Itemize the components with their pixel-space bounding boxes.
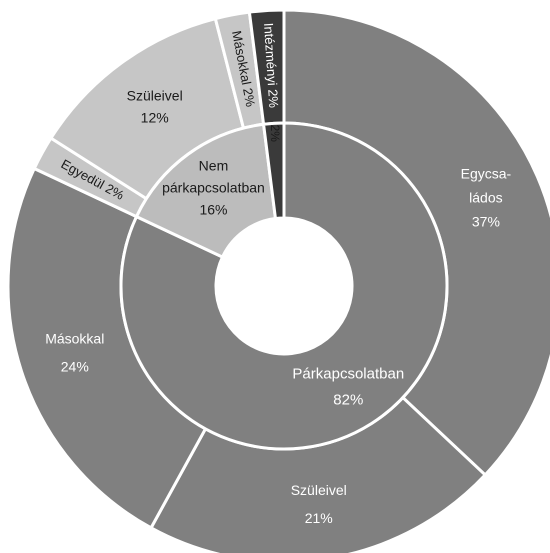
outer-szuleivel-label: Szüleivel bbox=[291, 482, 347, 498]
inner-slice-intezmenyi bbox=[262, 121, 286, 221]
outer-masokkal-label: Másokkal bbox=[45, 331, 104, 347]
outer-egycsa-lados-label: Egycsa- bbox=[461, 165, 512, 181]
outer-szuleivel-value: 12% bbox=[141, 110, 169, 126]
inner-nem-parkapcsolatban-label: Nem bbox=[199, 158, 229, 174]
outer-egycsa-lados-value: 37% bbox=[472, 213, 500, 229]
inner-nem-parkapcsolatban-label: párkapcsolatban bbox=[162, 180, 265, 196]
inner-parkapcsolatban-value: 82% bbox=[333, 391, 363, 408]
inner-nem-parkapcsolatban-value: 16% bbox=[199, 202, 227, 218]
outer-szuleivel-label: Szüleivel bbox=[127, 88, 183, 104]
outer-intezmenyi-label: Intézményi 2% bbox=[261, 22, 281, 108]
outer-masokkal-value: 24% bbox=[61, 359, 89, 375]
inner-parkapcsolatban-label: Párkapcsolatban bbox=[292, 365, 404, 382]
inner-intezmenyi-value: 2% bbox=[268, 125, 282, 143]
outer-egycsa-lados-label: ládos bbox=[469, 189, 502, 205]
outer-szuleivel-value: 21% bbox=[305, 510, 333, 526]
inner-slice-parkapcsolatban bbox=[119, 121, 449, 451]
chart-slices bbox=[6, 8, 550, 553]
inner-slice-nem-parkapcsolatban bbox=[135, 122, 277, 259]
